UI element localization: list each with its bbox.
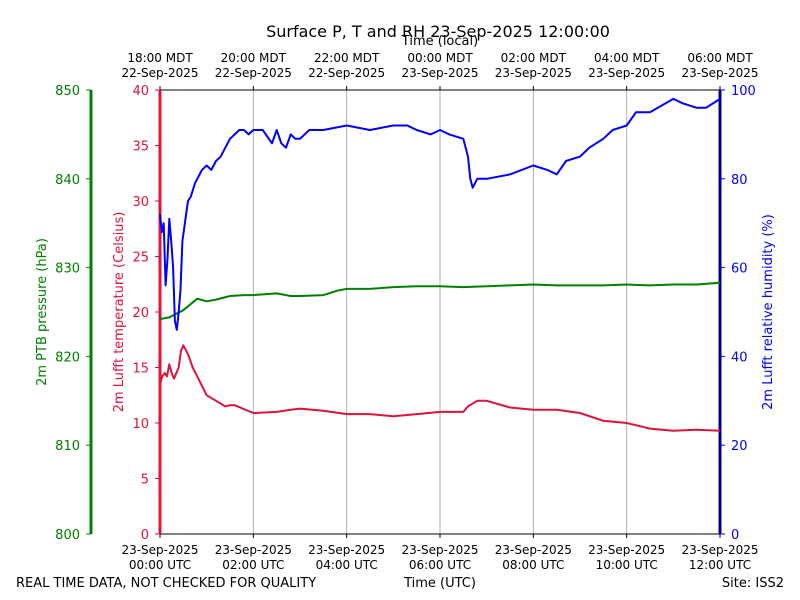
x-tick-label-bottom-time: 06:00 UTC <box>409 558 471 572</box>
x-tick-label-top-date: 22-Sep-2025 <box>215 66 292 80</box>
humidity-tick-label: 100 <box>731 84 756 99</box>
pressure-tick-label: 810 <box>55 439 80 454</box>
x-tick-label-bottom-date: 23-Sep-2025 <box>401 543 478 557</box>
pressure-series-line <box>159 281 721 321</box>
top-axis-label: Time (local) <box>401 34 479 49</box>
humidity-axis-label: 2m Lufft relative humidity (%) <box>761 214 776 410</box>
temperature-axis-label: 2m Lufft temperature (Celsius) <box>112 212 127 413</box>
humidity-tick-label: 80 <box>731 173 748 188</box>
x-tick-label-top-date: 23-Sep-2025 <box>495 66 572 80</box>
x-tick-label-top-time: 00:00 MDT <box>407 51 473 65</box>
bottom-axis-label: Time (UTC) <box>404 576 476 591</box>
temperature-series-line <box>159 344 721 432</box>
temperature-tick-label: 30 <box>132 195 149 210</box>
x-tick-label-top-date: 22-Sep-2025 <box>308 66 385 80</box>
x-tick-label-bottom-time: 12:00 UTC <box>689 558 751 572</box>
x-tick-label-bottom-time: 00:00 UTC <box>129 558 191 572</box>
x-tick-label-top-date: 22-Sep-2025 <box>121 66 198 80</box>
pressure-axis-label: 2m PTB pressure (hPa) <box>35 238 50 386</box>
pressure-tick-label: 840 <box>55 173 80 188</box>
pressure-tick-label: 850 <box>55 84 80 99</box>
quality-note: REAL TIME DATA, NOT CHECKED FOR QUALITY <box>16 576 317 591</box>
temperature-tick-label: 5 <box>141 473 149 488</box>
temperature-tick-label: 40 <box>132 84 149 99</box>
site-label: Site: ISS2 <box>721 576 784 591</box>
x-tick-label-bottom-date: 23-Sep-2025 <box>681 543 758 557</box>
x-tick-label-bottom-time: 02:00 UTC <box>222 558 284 572</box>
x-tick-label-bottom-time: 08:00 UTC <box>502 558 564 572</box>
temperature-tick-label: 25 <box>132 251 149 266</box>
x-tick-label-bottom-date: 23-Sep-2025 <box>308 543 385 557</box>
temperature-tick-label: 20 <box>132 306 149 321</box>
x-tick-label-bottom-date: 23-Sep-2025 <box>121 543 198 557</box>
temperature-tick-label: 35 <box>132 140 149 155</box>
x-tick-label-bottom-time: 10:00 UTC <box>596 558 658 572</box>
x-tick-label-top-date: 23-Sep-2025 <box>588 66 665 80</box>
temperature-tick-label: 0 <box>141 528 149 543</box>
temperature-tick-label: 15 <box>132 362 149 377</box>
x-tick-label-top-time: 18:00 MDT <box>127 51 193 65</box>
humidity-tick-label: 40 <box>731 350 748 365</box>
humidity-tick-label: 20 <box>731 439 748 454</box>
humidity-series-line <box>159 97 721 331</box>
pressure-tick-label: 820 <box>55 350 80 365</box>
x-tick-label-bottom-date: 23-Sep-2025 <box>495 543 572 557</box>
humidity-tick-label: 0 <box>731 528 739 543</box>
x-tick-label-top-time: 20:00 MDT <box>221 51 287 65</box>
x-tick-label-bottom-date: 23-Sep-2025 <box>215 543 292 557</box>
humidity-tick-label: 60 <box>731 262 748 277</box>
pressure-tick-label: 800 <box>55 528 80 543</box>
x-tick-label-top-time: 06:00 MDT <box>687 51 753 65</box>
x-tick-label-bottom-date: 23-Sep-2025 <box>588 543 665 557</box>
x-tick-label-top-date: 23-Sep-2025 <box>681 66 758 80</box>
x-tick-label-bottom-time: 04:00 UTC <box>316 558 378 572</box>
x-tick-label-top-time: 02:00 MDT <box>501 51 567 65</box>
x-tick-label-top-date: 23-Sep-2025 <box>401 66 478 80</box>
x-tick-label-top-time: 04:00 MDT <box>594 51 660 65</box>
x-tick-label-top-time: 22:00 MDT <box>314 51 380 65</box>
temperature-tick-label: 10 <box>132 417 149 432</box>
pressure-tick-label: 830 <box>55 262 80 277</box>
chart-title: Surface P, T and RH 23-Sep-2025 12:00:00 <box>266 22 610 41</box>
